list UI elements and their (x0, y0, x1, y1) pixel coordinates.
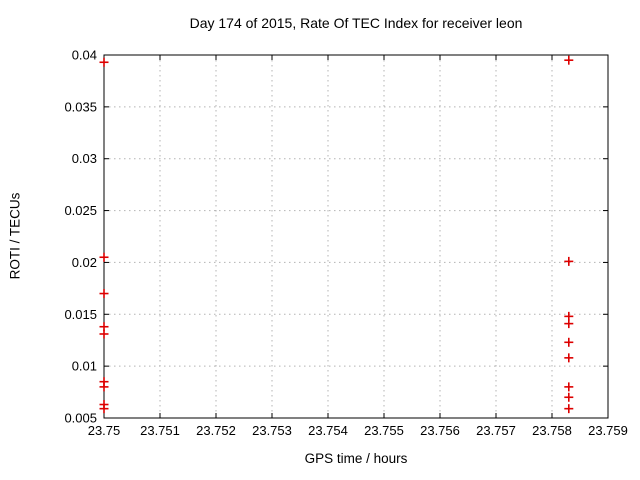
y-tick-label: 0.005 (64, 411, 97, 426)
plot-border (103, 54, 609, 419)
data-point (564, 392, 574, 402)
x-tick-label: 23.751 (140, 423, 180, 438)
x-axis-label: GPS time / hours (304, 451, 408, 466)
x-tick-label: 23.756 (420, 423, 460, 438)
data-point (564, 55, 574, 65)
y-tick-label: 0.01 (72, 359, 97, 374)
y-tick-label: 0.04 (72, 48, 97, 63)
data-point (99, 329, 109, 339)
x-tick-label: 23.754 (308, 423, 348, 438)
data-point (99, 289, 109, 299)
y-axis-label: ROTI / TECUs (7, 192, 23, 280)
y-tick-label: 0.025 (64, 203, 97, 218)
chart-title: Day 174 of 2015, Rate Of TEC Index for r… (189, 15, 523, 31)
data-point (99, 252, 109, 262)
data-point (564, 337, 574, 347)
data-point (564, 256, 574, 266)
x-tick-label: 23.752 (196, 423, 236, 438)
y-tick-label: 0.03 (72, 151, 97, 166)
x-tick-label: 23.758 (532, 423, 572, 438)
data-point (99, 404, 109, 414)
data-point (564, 404, 574, 414)
y-tick-label: 0.015 (64, 307, 97, 322)
y-tick-label: 0.035 (64, 99, 97, 114)
data-point (564, 319, 574, 329)
x-tick-label: 23.75 (88, 423, 121, 438)
x-tick-label: 23.755 (364, 423, 404, 438)
data-point (564, 382, 574, 392)
x-tick-label: 23.757 (476, 423, 516, 438)
data-point (99, 382, 109, 392)
data-point (99, 57, 109, 67)
x-tick-label: 23.759 (588, 423, 628, 438)
data-point (564, 353, 574, 363)
x-tick-label: 23.753 (252, 423, 292, 438)
y-tick-label: 0.02 (72, 255, 97, 270)
